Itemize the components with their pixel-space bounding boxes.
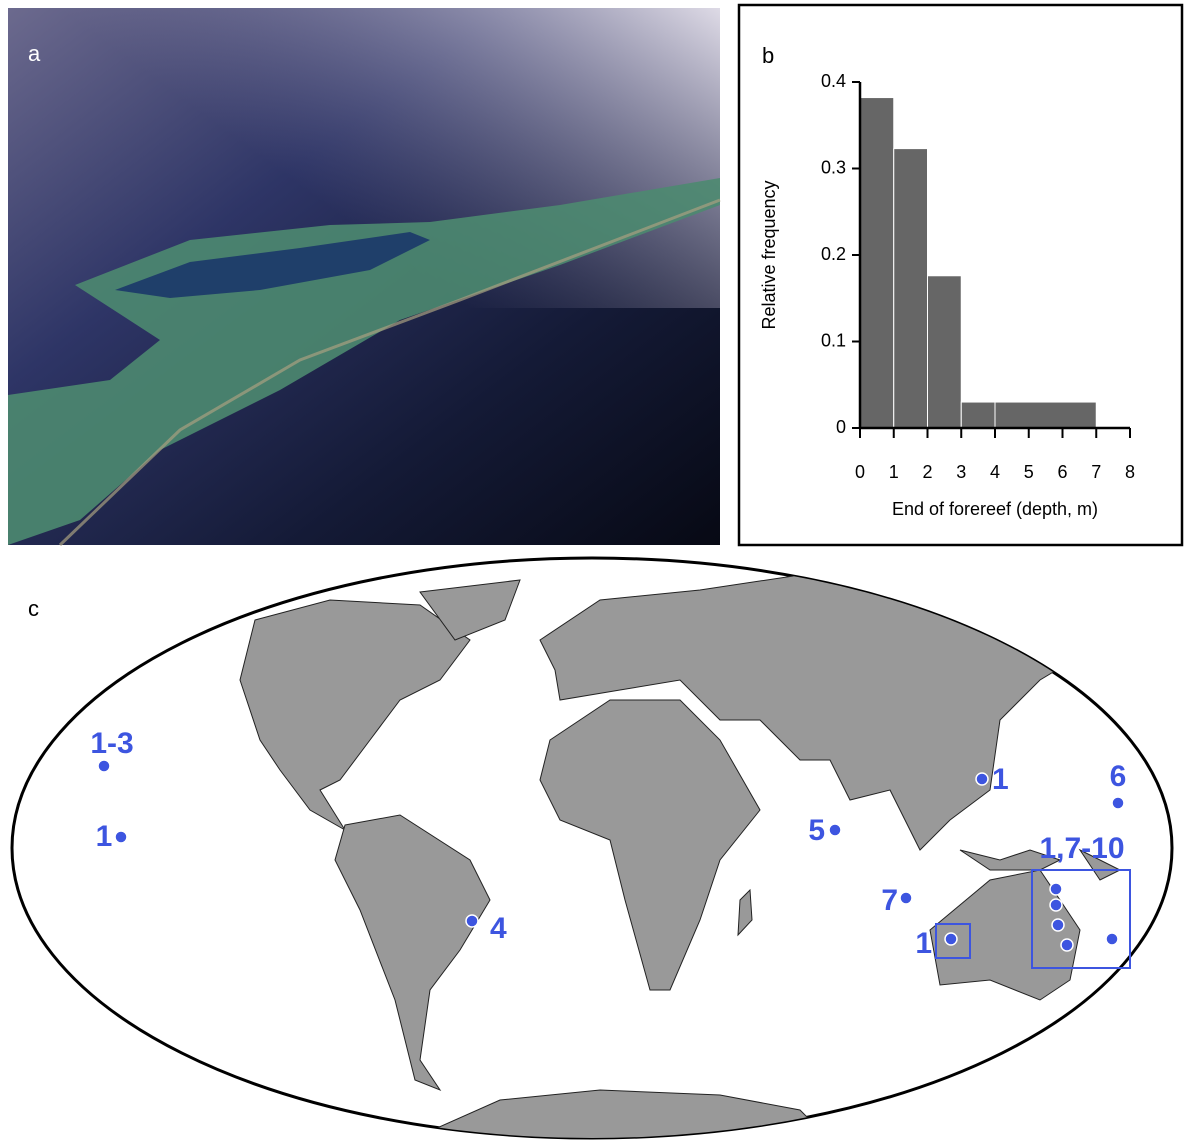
panel-label: c (28, 596, 39, 621)
bar (894, 149, 928, 428)
bar (928, 276, 962, 428)
y-tick-label: 0.2 (821, 244, 846, 264)
site-label: 1 (96, 820, 113, 853)
site-label: 1-3 (90, 727, 133, 760)
bar (860, 98, 894, 428)
x-tick-label: 4 (990, 462, 1000, 482)
site-dot (1106, 933, 1118, 945)
site-label: 7 (881, 884, 898, 917)
site-dot (900, 892, 912, 904)
figure: a b End of forereef (depth, m) Relative … (0, 0, 1184, 1140)
bar (961, 402, 995, 428)
x-tick-label: 8 (1125, 462, 1135, 482)
site-dot (1061, 939, 1073, 951)
x-tick-label: 0 (855, 462, 865, 482)
site-label: 1 (992, 763, 1009, 796)
y-tick-label: 0.3 (821, 157, 846, 177)
site-dot (98, 760, 110, 772)
site-dot (1052, 919, 1064, 931)
panel-label: a (28, 41, 41, 66)
site-dot (1112, 797, 1124, 809)
site-label: 1 (915, 927, 932, 960)
site-dot (1050, 899, 1062, 911)
site-dot (976, 773, 988, 785)
site-label: 4 (490, 912, 507, 945)
site-dot (1050, 883, 1062, 895)
panel-label: b (762, 43, 774, 68)
x-tick-label: 3 (956, 462, 966, 482)
site-dot (466, 915, 478, 927)
site-label: 6 (1110, 760, 1127, 793)
x-tick-label: 2 (922, 462, 932, 482)
site-label: 1,7-10 (1039, 832, 1124, 865)
x-tick-label: 6 (1057, 462, 1067, 482)
x-axis-title: End of forereef (depth, m) (892, 499, 1098, 519)
site-dot (829, 824, 841, 836)
photo-panel: a (8, 8, 720, 545)
y-tick-label: 0.1 (821, 330, 846, 350)
x-tick-label: 1 (889, 462, 899, 482)
x-tick-label: 7 (1091, 462, 1101, 482)
y-tick-label: 0.4 (821, 71, 846, 91)
site-label: 5 (808, 814, 825, 847)
y-tick-label: 0 (836, 417, 846, 437)
y-axis-title: Relative frequency (759, 180, 779, 329)
site-dot (115, 831, 127, 843)
site-dot (945, 933, 957, 945)
bar (995, 402, 1096, 428)
x-tick-label: 5 (1024, 462, 1034, 482)
